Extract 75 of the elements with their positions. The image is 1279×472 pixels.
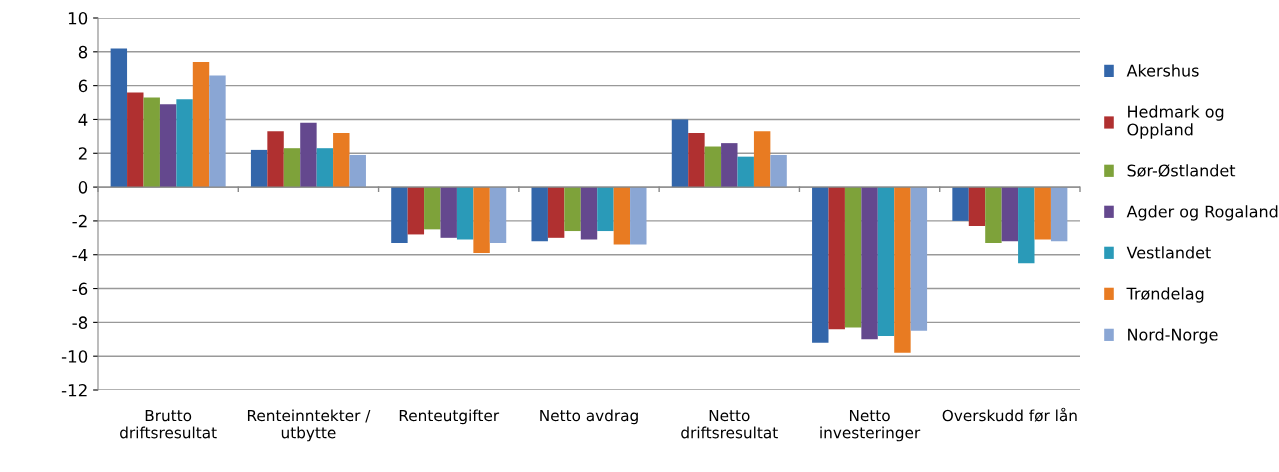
bar — [753, 131, 771, 188]
x-tick-label: Netto investeringer — [820, 409, 921, 442]
bar — [910, 187, 928, 331]
legend-label: Agder og Rogaland — [1126, 205, 1278, 221]
bar — [127, 92, 144, 188]
legend-label: Nord-Norge — [1128, 328, 1218, 344]
y-tick-label: 8 — [78, 45, 88, 59]
bar — [349, 154, 366, 188]
bar — [770, 154, 787, 188]
bar — [209, 75, 226, 188]
bar — [192, 61, 210, 188]
x-tick-label: Netto driftsresultat — [681, 409, 778, 439]
bar — [564, 187, 581, 232]
y-tick-label: -6 — [72, 282, 88, 296]
bar — [473, 187, 490, 254]
bar — [250, 149, 268, 188]
bar — [613, 187, 631, 245]
y-tick-label: -4 — [72, 248, 88, 262]
x-tick-label: Renteutgifter — [399, 409, 500, 425]
bar — [737, 156, 754, 188]
bar — [456, 187, 474, 240]
x-tick-label: Netto avdrag — [540, 409, 638, 425]
bar — [143, 97, 160, 188]
y-tick-label: 2 — [78, 147, 87, 160]
bar — [877, 187, 895, 336]
x-tick-label: Brutto driftsresultat — [120, 409, 217, 439]
x-tick-label: Renteinntekter / utbytte — [247, 409, 371, 442]
bar — [828, 187, 845, 330]
bar — [424, 187, 441, 230]
bar — [630, 187, 647, 245]
bar — [704, 146, 722, 188]
bar — [110, 48, 128, 188]
x-tick-label: Overskudd før lån — [942, 407, 1077, 422]
bar — [894, 187, 911, 353]
y-tick-label: -8 — [72, 316, 88, 329]
bar — [844, 187, 862, 328]
bar — [671, 119, 689, 188]
bar — [391, 187, 408, 243]
bar — [985, 187, 1002, 243]
bar — [688, 132, 705, 188]
y-tick-label: 0 — [78, 181, 88, 194]
bar — [159, 104, 177, 188]
bar — [489, 187, 507, 243]
bar — [721, 143, 738, 188]
legend-label: Akershus — [1126, 64, 1199, 77]
bar — [440, 187, 457, 238]
bar — [531, 187, 548, 242]
legend-label: Hedmark og Oppland — [1127, 105, 1224, 139]
y-tick-label: 6 — [78, 79, 88, 93]
bar — [333, 132, 350, 188]
bar — [1050, 187, 1068, 242]
bar — [1034, 187, 1051, 240]
bar — [316, 148, 334, 188]
bar — [176, 99, 193, 188]
y-tick-label: 10 — [68, 11, 88, 25]
bar — [861, 187, 878, 340]
bar — [267, 131, 284, 188]
bar — [1018, 187, 1035, 264]
bar — [547, 187, 565, 238]
y-tick-label: -10 — [61, 350, 88, 363]
y-tick-label: -2 — [72, 214, 87, 228]
legend-label: Trøndelag — [1126, 287, 1204, 303]
bar — [812, 187, 829, 343]
bar — [300, 122, 317, 188]
bar — [580, 187, 598, 240]
bar — [1001, 187, 1019, 242]
y-tick-label: -12 — [61, 383, 87, 397]
bar — [407, 187, 425, 235]
bar — [283, 148, 301, 188]
legend-label: Sør-Østlandet — [1127, 164, 1236, 178]
bar — [968, 187, 986, 226]
y-tick-label: 4 — [78, 113, 88, 126]
bar — [597, 187, 614, 232]
bar — [952, 187, 969, 221]
legend-label: Vestlandet — [1126, 246, 1211, 259]
